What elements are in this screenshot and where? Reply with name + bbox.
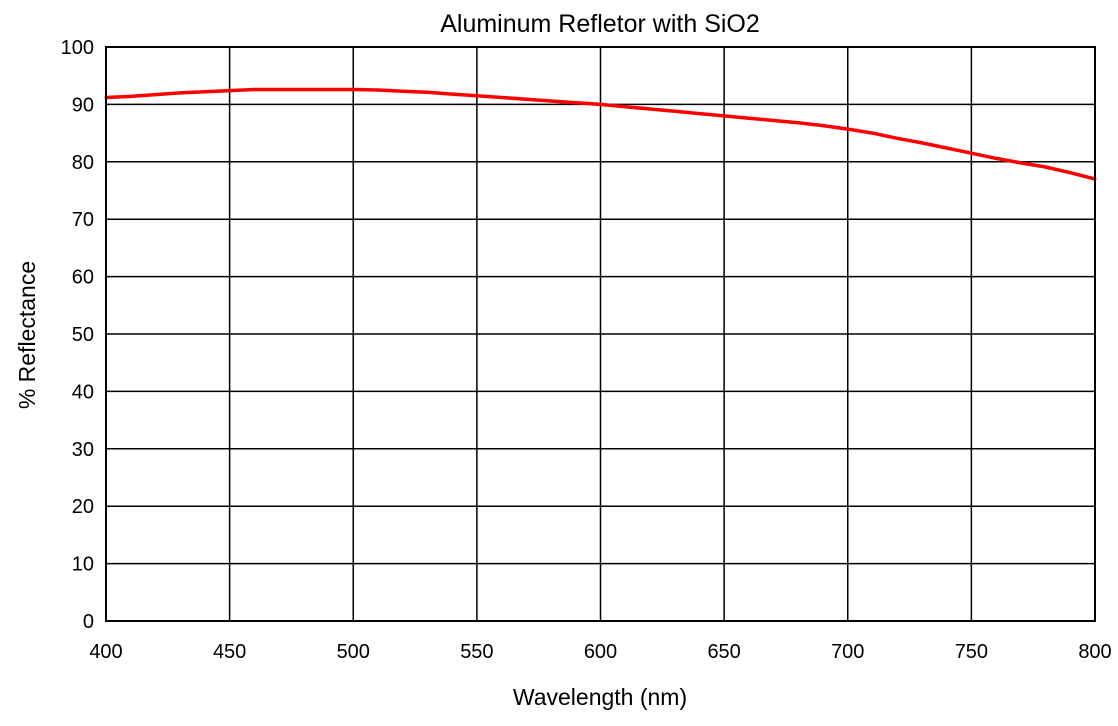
y-tick-label: 0 — [83, 611, 94, 633]
x-tick-label: 750 — [955, 641, 988, 663]
x-axis-title: Wavelength (nm) — [513, 684, 687, 710]
reflectance-data-point — [524, 97, 528, 101]
chart-title: Aluminum Refletor with SiO2 — [440, 10, 760, 38]
reflectance-data-point — [895, 136, 899, 140]
x-tick-label: 450 — [213, 641, 246, 663]
reflectance-data-point — [673, 109, 677, 113]
reflectance-data-point — [401, 89, 405, 93]
reflectance-data-point — [376, 88, 380, 92]
reflectance-data-point — [450, 92, 454, 96]
reflectance-data-point — [623, 105, 627, 109]
reflectance-data-point — [994, 156, 998, 160]
reflectance-data-point — [277, 87, 281, 91]
reflectance-data-point — [945, 146, 949, 150]
y-tick-label: 40 — [72, 381, 94, 403]
reflectance-data-point — [252, 87, 256, 91]
y-tick-labels: 0 10 20 30 40 50 60 70 80 90 100 — [61, 37, 94, 633]
y-tick-label: 50 — [72, 324, 94, 346]
reflectance-data-point — [203, 90, 207, 94]
reflectance-data-point — [327, 87, 331, 91]
reflectance-data-point — [796, 121, 800, 125]
grid-lines — [105, 46, 1096, 622]
reflectance-data-point — [1044, 165, 1048, 169]
reflectance-data-point — [475, 94, 479, 98]
reflectance-data-point — [1068, 171, 1072, 175]
reflectance-data-point — [648, 107, 652, 111]
reflectance-data-point — [1019, 161, 1023, 165]
series-layer — [104, 87, 1097, 181]
reflectance-data-point — [500, 96, 504, 100]
reflectance-data-point — [228, 89, 232, 93]
y-tick-label: 100 — [61, 37, 94, 59]
reflectance-data-point — [351, 87, 355, 91]
y-tick-label: 30 — [72, 439, 94, 461]
reflectance-data-point — [302, 87, 306, 91]
y-tick-label: 60 — [72, 267, 94, 289]
reflectance-data-point — [846, 127, 850, 131]
y-tick-label: 10 — [72, 554, 94, 576]
plot-frame — [105, 46, 1096, 622]
reflectance-data-point — [821, 124, 825, 128]
reflectance-data-point — [772, 118, 776, 122]
reflectance-data-point — [920, 141, 924, 145]
x-tick-label: 400 — [89, 641, 122, 663]
x-tick-label: 600 — [584, 641, 617, 663]
reflectance-data-point — [425, 90, 429, 94]
reflectance-data-point — [153, 93, 157, 97]
y-tick-label: 80 — [72, 152, 94, 174]
reflectance-data-point — [747, 116, 751, 120]
reflectance-data-point — [129, 94, 133, 98]
y-tick-label: 70 — [72, 209, 94, 231]
y-axis-title: % Reflectance — [14, 261, 40, 409]
reflectance-data-point — [870, 131, 874, 135]
x-tick-label: 800 — [1078, 641, 1111, 663]
x-tick-label: 500 — [337, 641, 370, 663]
reflectance-data-point — [697, 112, 701, 116]
reflectance-data-point — [178, 91, 182, 95]
reflectance-data-point — [599, 102, 602, 106]
x-tick-label: 700 — [831, 641, 864, 663]
x-tick-label: 550 — [460, 641, 493, 663]
reflectance-data-point — [722, 114, 726, 118]
reflectance-data-point — [549, 99, 553, 103]
y-tick-label: 90 — [72, 94, 94, 116]
reflectance-data-point — [574, 101, 578, 105]
x-tick-labels: 400 450 500 550 600 650 700 750 800 — [89, 641, 1111, 663]
reflectance-data-point — [969, 151, 973, 155]
x-tick-label: 650 — [707, 641, 740, 663]
y-tick-label: 20 — [72, 496, 94, 518]
